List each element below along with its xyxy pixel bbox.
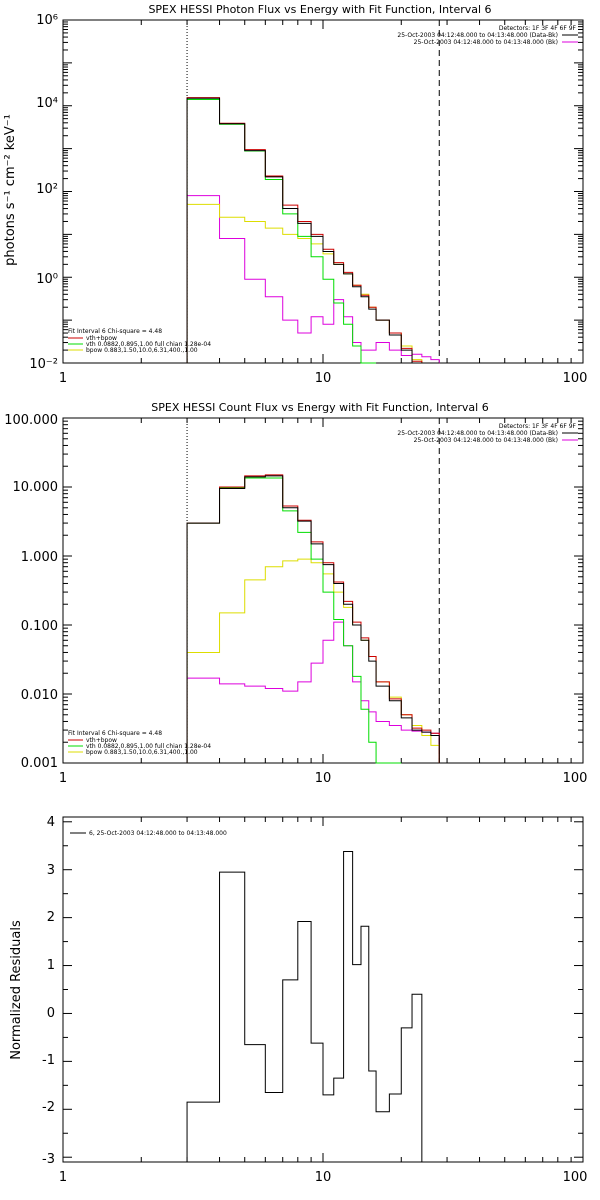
- x-tick-labels: 1 10 100 1 10 100 1 10 100: [59, 371, 588, 1185]
- panel1-detectors-label: Detectors: 1F 3F 4F 6F 9F: [499, 25, 577, 32]
- panel1-title: SPEX HESSI Photon Flux vs Energy with Fi…: [148, 3, 491, 16]
- series-bpow-line: [186, 558, 440, 763]
- p1-y-tick-label: 10⁴: [36, 96, 58, 111]
- p3-x-tick-label: 100: [563, 1170, 588, 1185]
- panel1-legend-line-2: 25-Oct-2003 04:12:48.000 to 04:13:48.000…: [414, 39, 558, 46]
- p3-y-tick-label: 3: [47, 863, 55, 878]
- panel2-fit-info-2: vth+bpow: [86, 737, 117, 744]
- p2-y-tick-label: 10.000: [13, 480, 59, 495]
- chart-marks: [62, 20, 584, 1162]
- p1-x-tick-label: 10: [315, 371, 332, 386]
- p3-y-tick-label: -3: [42, 1152, 55, 1167]
- p1-x-tick-label: 100: [563, 371, 588, 386]
- panel2-title: SPEX HESSI Count Flux vs Energy with Fit…: [151, 401, 488, 414]
- panel1-fit-info-4: bpow 0.883,1.50,10.0,6.31,400.,1.00: [86, 347, 198, 354]
- p1-y-tick-label: 10²: [36, 182, 58, 197]
- p1-y-tick-label: 10⁻²: [29, 357, 58, 372]
- panel1-y-axis-label: photons s⁻¹ cm⁻² keV⁻¹: [3, 114, 18, 266]
- panel1-fit-info-2: vth+bpow: [86, 335, 117, 342]
- series-total-line: [186, 851, 423, 1162]
- panel1-fit-info-1: Fit Interval 6 Chi-square = 4.48: [68, 328, 162, 335]
- panel2-legend-line-2: 25-Oct-2003 04:12:48.000 to 04:13:48.000…: [414, 437, 558, 444]
- residuals-panel: Normalized Residuals 6, 25-Oct-2003 04:1…: [9, 816, 584, 1163]
- panel2-fit-info-3: vth 0.0882,0.895,1.00 full chian 1.28e-0…: [86, 743, 211, 750]
- panel3-y-axis-label: Normalized Residuals: [9, 920, 24, 1060]
- p3-y-tick-labels: -3 -2 -1 0 1 2 3 4: [42, 815, 55, 1167]
- p2-y-tick-label: 0.100: [21, 619, 58, 634]
- p3-x-tick-label: 10: [315, 1170, 332, 1185]
- series-vth-line: [186, 98, 377, 364]
- p3-y-tick-label: 4: [47, 815, 55, 830]
- p1-y-tick-label: 10⁶: [36, 13, 58, 28]
- photon-flux-panel: SPEX HESSI Photon Flux vs Energy with Fi…: [3, 3, 584, 364]
- panel2-fit-info-4: bpow 0.883,1.50,10.0,6.31,400.,1.00: [86, 749, 198, 756]
- count-flux-panel: SPEX HESSI Count Flux vs Energy with Fit…: [62, 401, 584, 764]
- p2-y-tick-label: 0.001: [21, 756, 58, 771]
- series-total-line: [186, 475, 440, 763]
- p3-y-tick-label: 1: [47, 958, 55, 973]
- p3-y-tick-label: -2: [42, 1100, 55, 1115]
- panel2-legend-line-1: 25-Oct-2003 04:12:48.000 to 04:13:48.000…: [397, 430, 558, 437]
- p3-y-tick-label: -1: [42, 1053, 55, 1068]
- p3-y-tick-label: 2: [47, 910, 55, 925]
- p1-y-tick-labels: 10⁻² 10⁰ 10² 10⁴ 10⁶: [29, 13, 58, 372]
- panel3-legend-line-1: 6, 25-Oct-2003 04:12:48.000 to 04:13:48.…: [89, 830, 227, 837]
- p2-x-tick-label: 1: [59, 771, 67, 786]
- panel2-fit-info-1: Fit Interval 6 Chi-square = 4.48: [68, 730, 162, 737]
- series-total-line: [186, 97, 440, 364]
- panel1-fit-info-3: vth 0.0882,0.895,1.00 full chian 1.28e-0…: [86, 341, 211, 348]
- p2-x-tick-label: 100: [563, 771, 588, 786]
- series-sum-line: [186, 97, 440, 364]
- p2-y-tick-labels: 0.001 0.010 0.100 1.000 10.000 100.000: [4, 413, 58, 771]
- p2-y-tick-label: 100.000: [4, 413, 58, 428]
- p2-y-tick-label: 0.010: [21, 688, 58, 703]
- panel3-frame: [62, 816, 584, 1163]
- p1-y-tick-label: 10⁰: [36, 272, 58, 287]
- p3-y-tick-label: 0: [47, 1006, 55, 1021]
- series-bk-line: [186, 621, 440, 763]
- p3-x-tick-label: 1: [59, 1170, 67, 1185]
- p2-x-tick-label: 10: [315, 771, 332, 786]
- panel2-detectors-label: Detectors: 1F 3F 4F 6F 9F: [499, 423, 577, 430]
- p2-y-tick-label: 1.000: [21, 550, 58, 565]
- panel1-legend-line-1: 25-Oct-2003 04:12:48.000 to 04:13:48.000…: [397, 32, 558, 39]
- series-sum-line: [186, 474, 440, 763]
- panel1-frame: [62, 19, 584, 364]
- p1-x-tick-label: 1: [59, 371, 67, 386]
